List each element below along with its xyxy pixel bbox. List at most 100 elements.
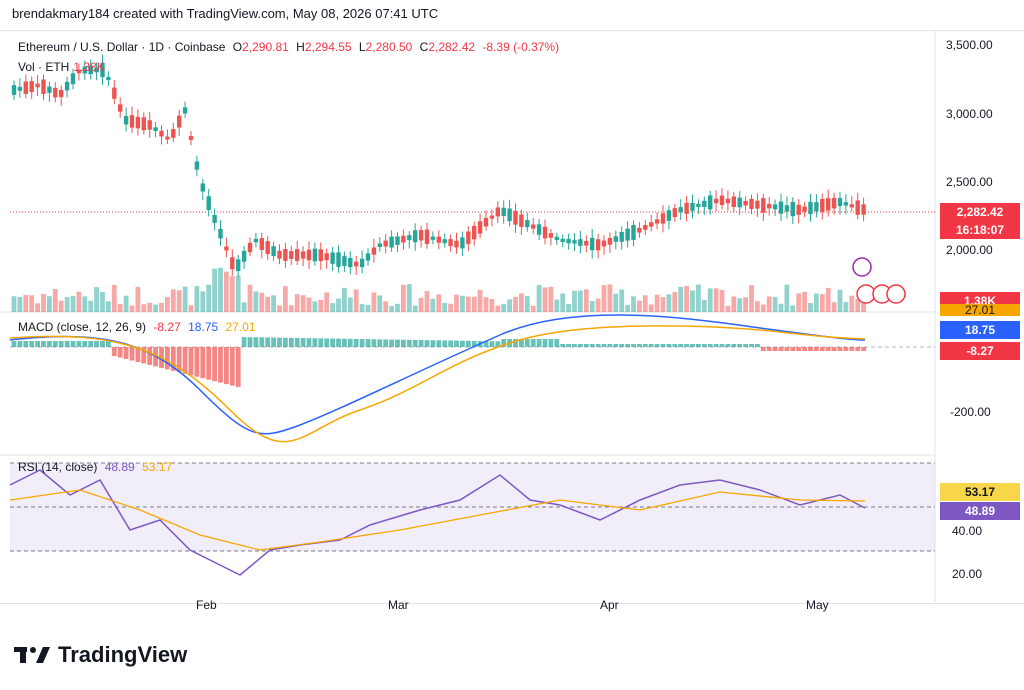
volume-bar: [808, 303, 813, 312]
macd-histogram-bar: [412, 339, 418, 347]
macd-histogram-bar: [324, 338, 330, 347]
volume-bar: [619, 289, 625, 312]
candle-body: [123, 115, 129, 125]
candle-body: [554, 236, 559, 240]
macd-histogram-bar: [347, 338, 353, 347]
candle-body: [100, 62, 105, 78]
macd-histogram-bar: [306, 338, 312, 347]
macd-histogram-bar: [235, 347, 241, 388]
candle-body: [312, 248, 318, 262]
candle-body: [413, 230, 418, 243]
tradingview-logo[interactable]: TradingView: [14, 642, 187, 668]
candle-body: [855, 200, 860, 215]
volume-bar: [843, 302, 849, 312]
candle-body: [755, 200, 760, 209]
candle-body: [224, 246, 229, 251]
macd-histogram-bar: [182, 347, 188, 374]
volume-bar: [259, 292, 265, 312]
volume-bar: [495, 305, 501, 312]
volume-bar: [696, 284, 701, 312]
macd-histogram-bar: [513, 339, 518, 347]
macd-histogram-bar: [471, 340, 477, 347]
candle-body: [590, 237, 595, 251]
main-legend: Ethereum / U.S. Dollar · 1D · Coinbase O…: [18, 40, 560, 54]
macd-histogram-bar: [696, 344, 701, 347]
open-value: 2,290.81: [242, 40, 289, 54]
rsi-title[interactable]: RSI (14, close): [18, 460, 98, 474]
macd-histogram-bar: [141, 347, 147, 364]
volume-bar: [365, 304, 371, 312]
macd-histogram-bar: [660, 344, 666, 347]
candle-body: [401, 235, 406, 243]
candle-body: [761, 198, 766, 213]
macd-histogram-bar: [330, 338, 335, 347]
macd-histogram-bar: [365, 339, 371, 347]
candle-body: [29, 81, 34, 93]
candle-body: [295, 249, 300, 261]
macd-hist-tag: -8.27: [940, 342, 1020, 360]
volume-bar: [725, 305, 731, 312]
chart-attribution: brendakmary184 created with TradingView.…: [12, 6, 439, 21]
candle-body: [619, 231, 624, 242]
candle-body: [11, 85, 17, 95]
candle-body: [17, 86, 23, 91]
macd-histogram-bar: [778, 347, 784, 351]
volume-bar: [224, 271, 229, 312]
volume-bar: [58, 300, 64, 312]
macd-histogram-bar: [725, 344, 731, 347]
candle-body: [212, 214, 217, 223]
price-chart[interactable]: [0, 30, 1024, 602]
symbol-title[interactable]: Ethereum / U.S. Dollar · 1D · Coinbase: [18, 40, 226, 54]
candle-body: [336, 252, 341, 267]
volume-legend: Vol · ETH 1.38K: [18, 60, 105, 74]
brand-name: TradingView: [58, 642, 188, 667]
macd-axis-label: -200.00: [950, 405, 991, 419]
volume-bar: [41, 293, 46, 312]
volume-bar: [218, 267, 223, 312]
macd-histogram-bar: [253, 337, 259, 347]
macd-histogram-bar: [359, 339, 365, 347]
candle-body: [35, 83, 40, 88]
candle-body: [690, 202, 695, 211]
volume-bar: [855, 299, 861, 312]
candle-body: [23, 81, 28, 94]
candle-body: [572, 240, 577, 244]
volume-bar: [713, 288, 719, 312]
volume-bar: [802, 291, 807, 312]
volume-bar: [82, 296, 88, 312]
volume-bar: [589, 300, 595, 312]
candle-body: [708, 195, 713, 210]
candle-body: [53, 87, 58, 98]
macd-histogram-bar: [11, 341, 17, 347]
macd-histogram-bar: [465, 340, 471, 347]
candle-body: [365, 253, 371, 261]
macd-histogram-bar: [548, 339, 554, 347]
candle-body: [76, 69, 82, 74]
candle-body: [236, 259, 241, 272]
volume-bar: [424, 291, 430, 312]
candle-body: [749, 198, 754, 209]
macd-histogram-bar: [802, 347, 807, 351]
macd-histogram-bar: [406, 339, 412, 347]
macd-histogram-bar: [288, 337, 294, 347]
macd-histogram-bar: [572, 344, 577, 347]
candle-body: [784, 205, 790, 212]
candle-body: [247, 242, 253, 253]
volume-bar: [229, 276, 235, 312]
macd-histogram-bar: [625, 344, 630, 347]
x-axis-label: Mar: [388, 598, 409, 612]
candle-body: [147, 120, 152, 130]
candle-body: [731, 196, 736, 207]
volume-bar: [35, 303, 40, 312]
volume-bar: [625, 305, 630, 312]
macd-histogram-bar: [342, 338, 347, 347]
macd-title[interactable]: MACD (close, 12, 26, 9): [18, 320, 147, 334]
macd-histogram-bar: [283, 337, 288, 347]
volume-bar: [377, 295, 383, 312]
candle-body: [342, 256, 347, 267]
candle-body: [135, 116, 141, 129]
candle-body: [513, 210, 518, 225]
candle-body: [767, 203, 772, 209]
macd-histogram-bar: [530, 339, 536, 347]
macd-histogram-bar: [389, 339, 394, 347]
